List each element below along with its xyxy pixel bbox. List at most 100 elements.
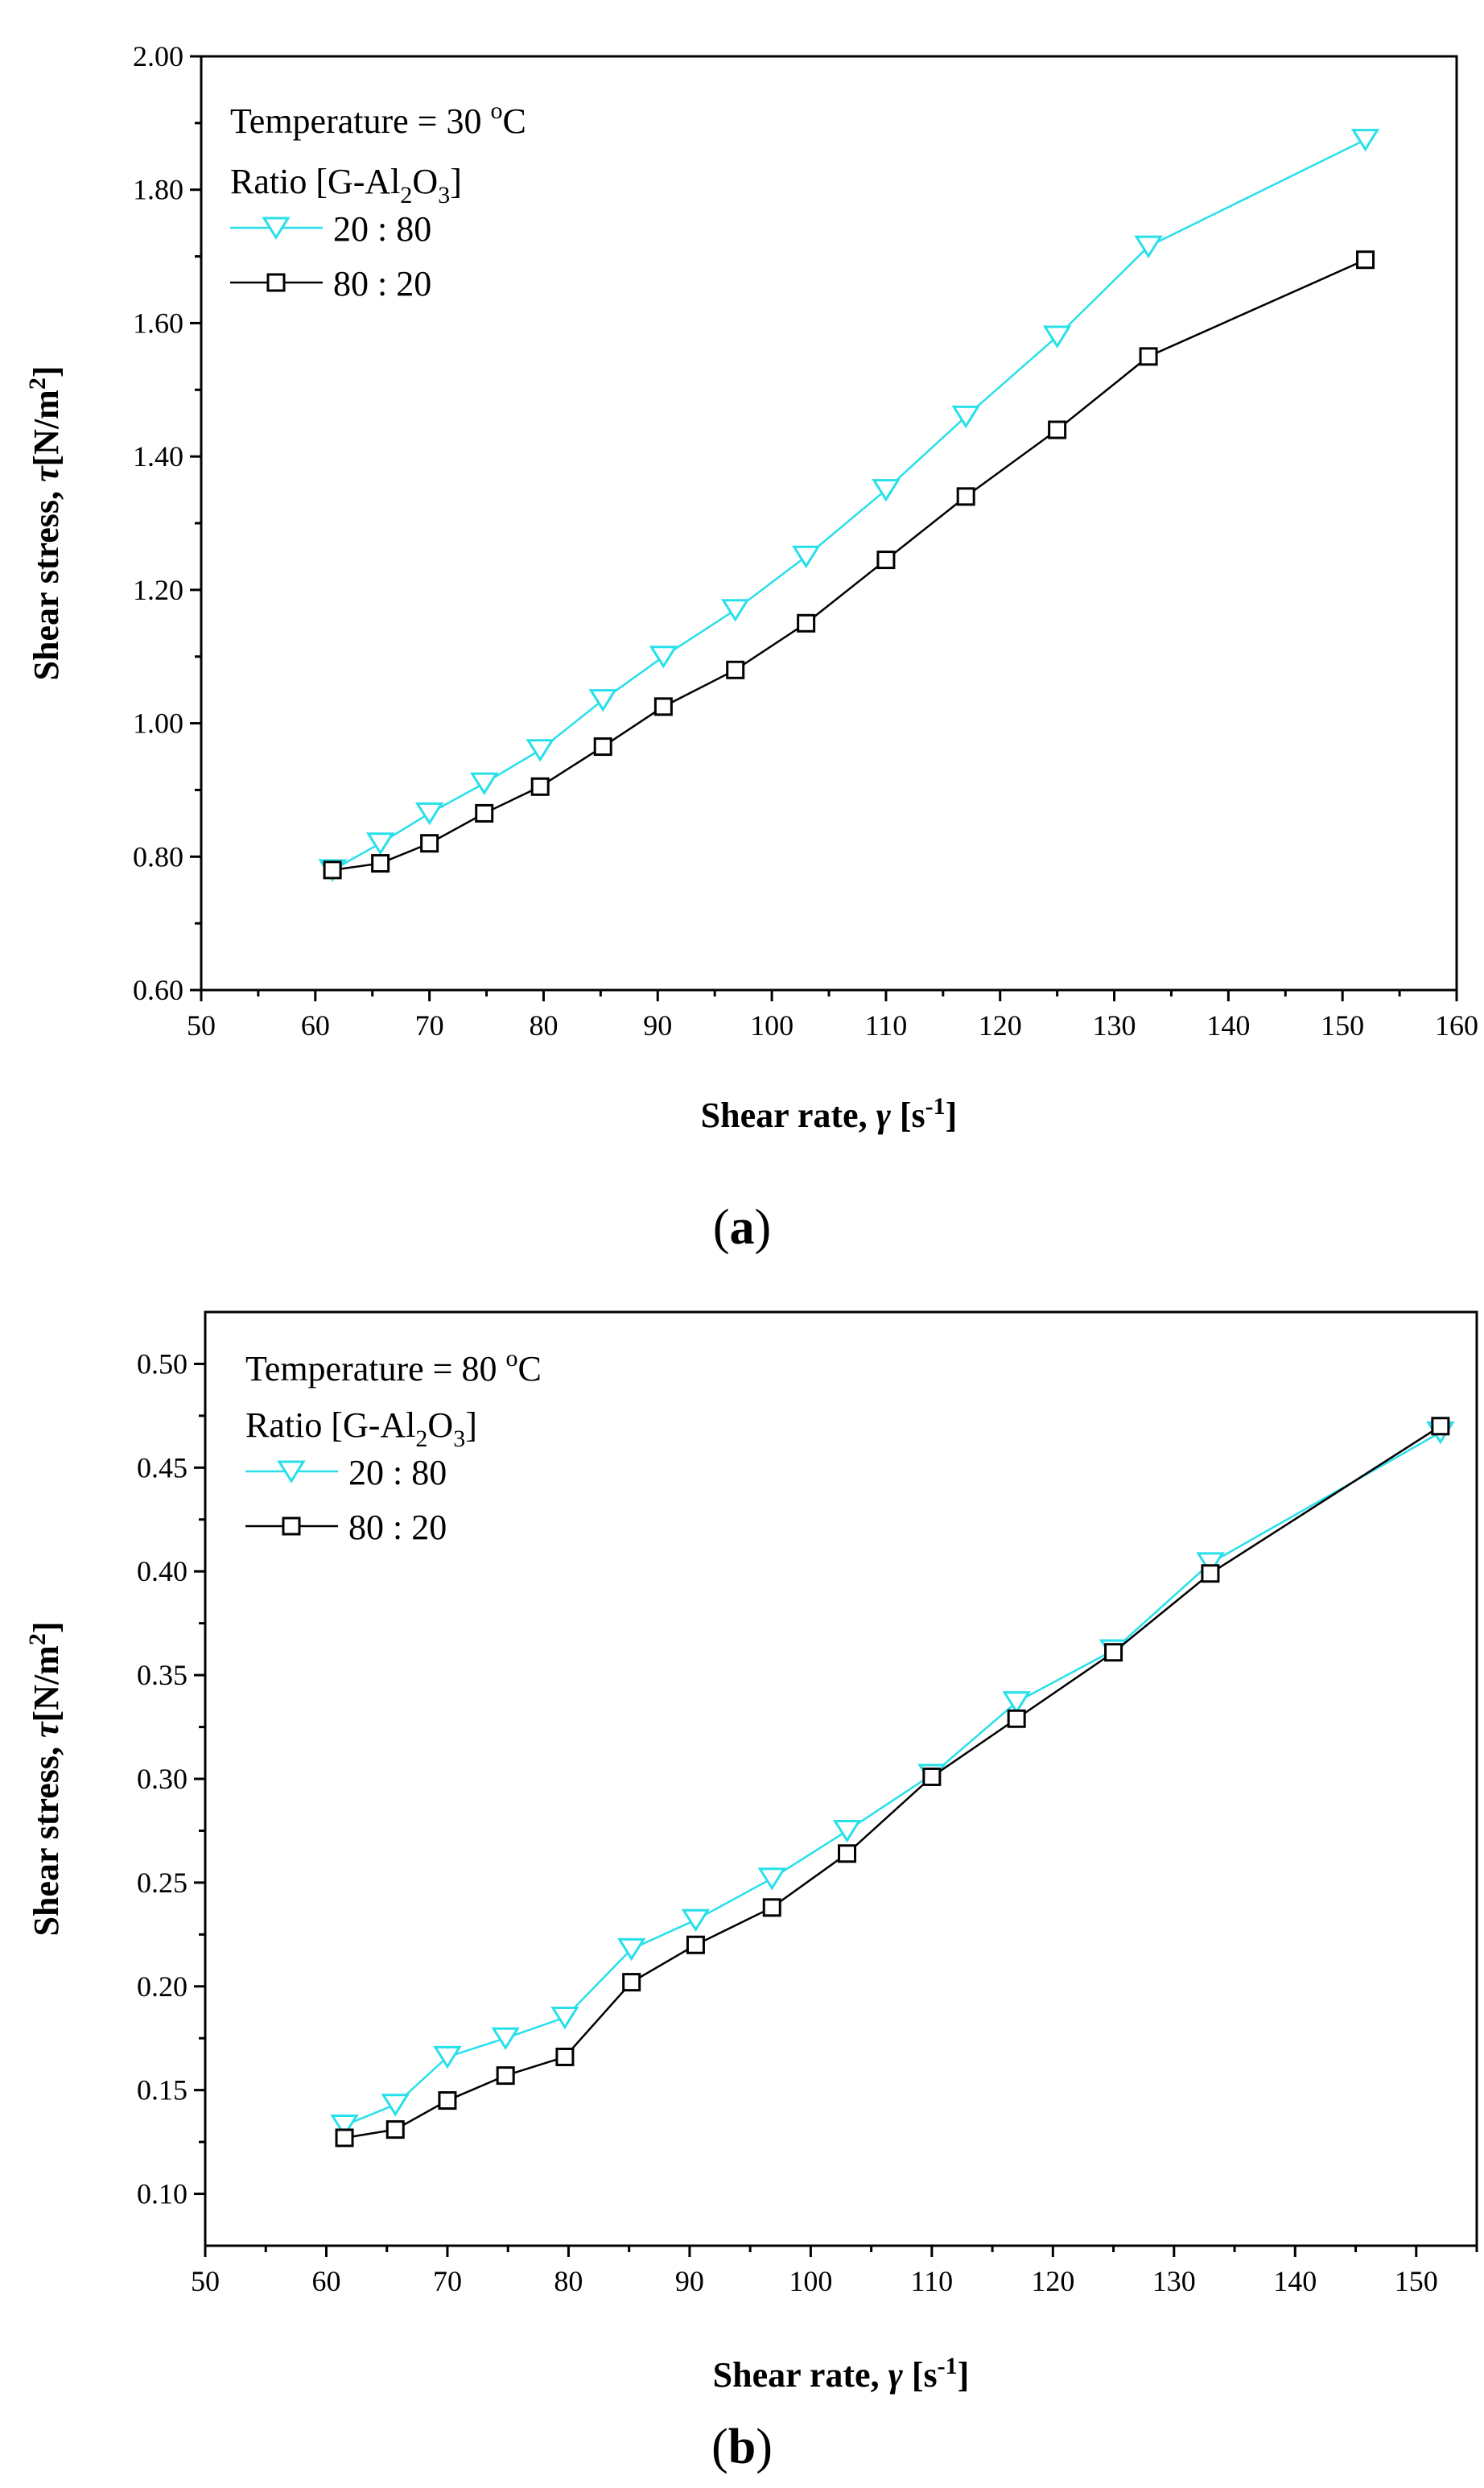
y-axis-title: Shear stress, τ[N/m2]: [24, 1622, 66, 1937]
data-point: [491, 2027, 520, 2051]
x-tick-label: 160: [1435, 1009, 1478, 1042]
data-point: [1431, 1417, 1450, 1436]
x-tick-label: 70: [415, 1009, 444, 1042]
series-line: [344, 1425, 1441, 2139]
legend-entry: 20 : 80: [245, 1453, 447, 1492]
y-axis-title: Shear stress, τ[N/m2]: [24, 366, 66, 681]
x-tick-label: 50: [187, 1009, 216, 1042]
data-point: [496, 2066, 515, 2086]
x-tick-label: 80: [554, 2265, 583, 2297]
x-axis-ticks: 50 60 70 80 90 100 110 120 130 140 150: [191, 2246, 1478, 2297]
y-tick-label: 0.80: [133, 840, 183, 873]
data-point: [872, 479, 901, 502]
legend-marker: [282, 1516, 301, 1536]
panel-label-a: (a): [713, 1200, 771, 1255]
data-point: [330, 2114, 359, 2138]
data-point: [838, 1844, 857, 1863]
y-tick-label: 0.50: [137, 1347, 188, 1380]
x-tick-label: 60: [311, 2265, 340, 2297]
series-20-to-80: [318, 129, 1380, 882]
data-point: [653, 697, 673, 716]
x-tick-label: 140: [1273, 2265, 1317, 2297]
data-point: [470, 772, 499, 795]
y-tick-label: 1.00: [133, 708, 183, 740]
data-point: [686, 1935, 705, 1954]
y-axis-ticks: 0.10 0.15 0.20 0.25 0.30 0.35 0.40 0.45 0.50: [137, 1347, 205, 2210]
y-tick-label: 0.40: [137, 1555, 188, 1587]
x-tick-label: 150: [1395, 2265, 1438, 2297]
data-point: [1201, 1564, 1220, 1583]
data-point: [1134, 235, 1163, 258]
chart-panel-b: 0.10 0.15 0.20 0.25 0.30 0.35 0.40 0.45 0.50 50 6…: [24, 1310, 1478, 2474]
y-tick-label: 0.35: [137, 1659, 188, 1691]
data-point: [475, 803, 494, 823]
data-point: [649, 646, 678, 669]
series-20-to-80: [330, 1421, 1455, 2138]
x-tick-label: 110: [865, 1009, 908, 1042]
data-point: [922, 1767, 942, 1786]
legend-marker: [266, 273, 286, 292]
x-tick-label: 130: [1152, 2265, 1196, 2297]
legend-entry: 20 : 80: [230, 209, 431, 249]
chart-panel-a: 0.60 0.80 1.00 1.20 1.40 1.60 1.80 2.00 50 60 70 8…: [24, 40, 1478, 1255]
x-tick-label: 150: [1321, 1009, 1364, 1042]
data-point: [1139, 347, 1158, 366]
data-point: [1042, 325, 1072, 349]
y-tick-label: 2.00: [133, 40, 183, 72]
data-point: [420, 834, 439, 853]
data-point: [433, 2045, 462, 2069]
y-tick-label: 1.80: [133, 174, 183, 206]
legend-label: 20 : 80: [333, 209, 431, 249]
legend-entry: 80 : 20: [245, 1508, 447, 1547]
legend-label: 80 : 20: [348, 1508, 447, 1547]
data-point: [550, 2006, 579, 2030]
data-point: [365, 832, 395, 856]
data-point: [622, 1973, 641, 1992]
series-layer: [318, 129, 1380, 882]
legend: Temperature = 30 oC Ratio [G-Al2O3] 20 :…: [230, 97, 526, 303]
x-tick-label: 80: [529, 1009, 558, 1042]
series-80-to-20: [323, 250, 1375, 880]
data-point: [1002, 1691, 1031, 1714]
legend-entries: 20 : 80 80 : 20: [230, 209, 431, 303]
y-tick-label: 0.25: [137, 1867, 188, 1899]
legend-label: 80 : 20: [333, 264, 431, 303]
y-tick-label: 0.20: [137, 1970, 188, 2003]
series-line: [344, 1431, 1441, 2127]
series-80-to-20: [335, 1417, 1450, 2148]
data-point: [1048, 420, 1067, 439]
data-point: [951, 405, 980, 429]
panel-label-b: (b): [711, 2420, 773, 2474]
x-tick-label: 120: [979, 1009, 1022, 1042]
x-tick-label: 110: [911, 2265, 954, 2297]
data-point: [757, 1867, 786, 1891]
legend-temperature: Temperature = 30 oC: [230, 97, 526, 141]
data-point: [588, 689, 617, 712]
data-point: [414, 802, 444, 826]
data-point: [385, 2120, 405, 2139]
data-point: [335, 2128, 354, 2148]
data-point: [956, 487, 975, 506]
data-point: [1356, 250, 1375, 270]
legend-marker: [262, 217, 291, 240]
y-tick-label: 1.20: [133, 574, 183, 606]
y-tick-label: 0.45: [137, 1451, 188, 1483]
data-point: [876, 551, 896, 570]
data-point: [762, 1898, 781, 1917]
data-point: [1350, 129, 1380, 152]
data-point: [371, 854, 390, 873]
legend-entries: 20 : 80 80 : 20: [245, 1453, 447, 1547]
data-point: [438, 2091, 457, 2110]
y-tick-label: 0.60: [133, 974, 183, 1006]
x-tick-label: 50: [191, 2265, 220, 2297]
x-tick-label: 70: [433, 2265, 462, 2297]
x-tick-label: 90: [675, 2265, 704, 2297]
legend-ratio: Ratio [G-Al2O3]: [230, 162, 462, 208]
y-tick-label: 1.60: [133, 307, 183, 339]
y-tick-label: 0.30: [137, 1763, 188, 1795]
data-point: [791, 545, 821, 569]
x-tick-label: 100: [750, 1009, 794, 1042]
series-layer: [330, 1417, 1455, 2148]
